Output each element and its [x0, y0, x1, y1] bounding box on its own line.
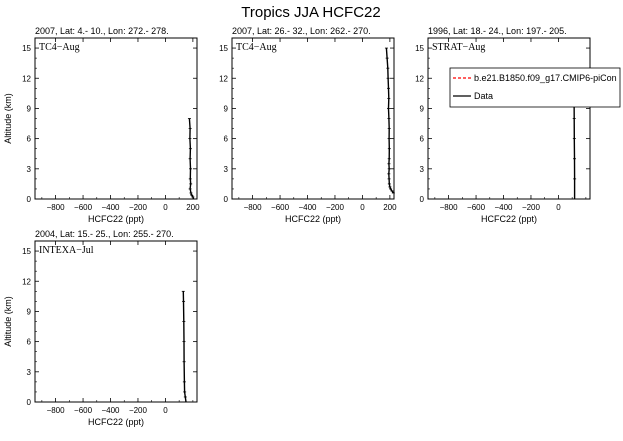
campaign-tag: STRAT−Aug — [432, 42, 485, 53]
x-tick-label: 0 — [163, 406, 168, 415]
panel-title: 2007, Lat: 4.- 10., Lon: 272.- 278. — [35, 26, 169, 36]
x-axis-label: HCFC22 (ppt) — [285, 214, 341, 224]
x-tick-label: −200 — [129, 203, 148, 212]
y-axis-label: Altitude (km) — [3, 296, 13, 347]
x-tick-label: −200 — [326, 203, 345, 212]
x-tick-label: 200 — [186, 203, 200, 212]
x-axis-label: HCFC22 (ppt) — [88, 417, 144, 427]
x-tick-label: 0 — [360, 203, 365, 212]
y-tick-label: 6 — [420, 135, 425, 144]
x-tick-label: −200 — [522, 203, 541, 212]
y-tick-label: 9 — [27, 307, 32, 316]
plot-frame — [231, 37, 395, 200]
x-tick-label: −800 — [440, 203, 459, 212]
y-tick-label: 0 — [420, 195, 425, 204]
campaign-tag: TC4−Aug — [39, 42, 80, 53]
series-line-data — [182, 291, 187, 403]
x-tick-label: 200 — [383, 203, 397, 212]
x-axis-label: HCFC22 (ppt) — [481, 214, 537, 224]
panel-title: 2007, Lat: 26.- 32., Lon: 262.- 270. — [232, 26, 371, 36]
y-tick-label: 3 — [27, 165, 32, 174]
y-tick-label: 12 — [415, 74, 424, 83]
x-tick-label: −400 — [101, 203, 120, 212]
legend: b.e21.B1850.f09_g17.CMIP6-piCon Data — [449, 67, 621, 108]
plot-frame — [34, 240, 198, 403]
plot-frame — [427, 37, 591, 200]
figure-title: Tropics JJA HCFC22 — [241, 4, 380, 21]
y-tick-label: 9 — [420, 104, 425, 113]
y-tick-label: 12 — [22, 277, 31, 286]
campaign-tag: TC4−Aug — [236, 42, 277, 53]
x-tick-label: 0 — [556, 203, 561, 212]
y-tick-label: 15 — [219, 44, 228, 53]
x-tick-label: −600 — [74, 406, 93, 415]
x-tick-label: −800 — [244, 203, 263, 212]
panel-1: 2007, Lat: 4.- 10., Lon: 272.- 278.−800−… — [3, 26, 200, 224]
campaign-tag: INTEXA−Jul — [39, 245, 94, 256]
x-tick-label: −400 — [101, 406, 120, 415]
y-tick-label: 0 — [224, 195, 229, 204]
y-tick-label: 15 — [22, 247, 31, 256]
y-tick-label: 3 — [27, 368, 32, 377]
series-line-data — [385, 48, 394, 194]
panel-3: 1996, Lat: 18.- 24., Lon: 197.- 205. −800… — [415, 26, 591, 224]
x-tick-label: −600 — [271, 203, 290, 212]
y-tick-label: 9 — [224, 104, 229, 113]
x-tick-label: −600 — [74, 203, 93, 212]
panel-2: 2007, Lat: 26.- 32., Lon: 262.- 270. −800… — [219, 26, 397, 224]
y-tick-label: 0 — [27, 398, 32, 407]
panel-title: 1996, Lat: 18.- 24., Lon: 197.- 205. — [428, 26, 567, 36]
x-tick-label: −800 — [47, 203, 66, 212]
y-tick-label: 3 — [224, 165, 229, 174]
y-tick-label: 15 — [415, 44, 424, 53]
panel-4: 2004, Lat: 15.- 25., Lon: 255.- 270. −800… — [3, 229, 198, 427]
panel-title: 2004, Lat: 15.- 25., Lon: 255.- 270. — [35, 229, 174, 239]
x-tick-label: −400 — [298, 203, 317, 212]
y-tick-label: 6 — [224, 135, 229, 144]
x-axis-label: HCFC22 (ppt) — [88, 214, 144, 224]
x-tick-label: −200 — [129, 406, 148, 415]
y-tick-label: 12 — [22, 74, 31, 83]
legend-label: Data — [474, 91, 493, 101]
y-axis-label: Altitude (km) — [3, 93, 13, 144]
y-tick-label: 0 — [27, 195, 32, 204]
x-tick-label: −400 — [494, 203, 513, 212]
y-tick-label: 6 — [27, 135, 32, 144]
legend-label: b.e21.B1850.f09_g17.CMIP6-piCon — [474, 73, 617, 83]
y-tick-label: 12 — [219, 74, 228, 83]
legend-box — [449, 67, 621, 108]
x-tick-label: −600 — [467, 203, 486, 212]
y-tick-label: 9 — [27, 104, 32, 113]
y-tick-label: 6 — [27, 338, 32, 347]
x-tick-label: −800 — [47, 406, 66, 415]
y-tick-label: 15 — [22, 44, 31, 53]
plot-frame — [34, 37, 198, 200]
y-tick-label: 3 — [420, 165, 425, 174]
x-tick-label: 0 — [163, 203, 168, 212]
